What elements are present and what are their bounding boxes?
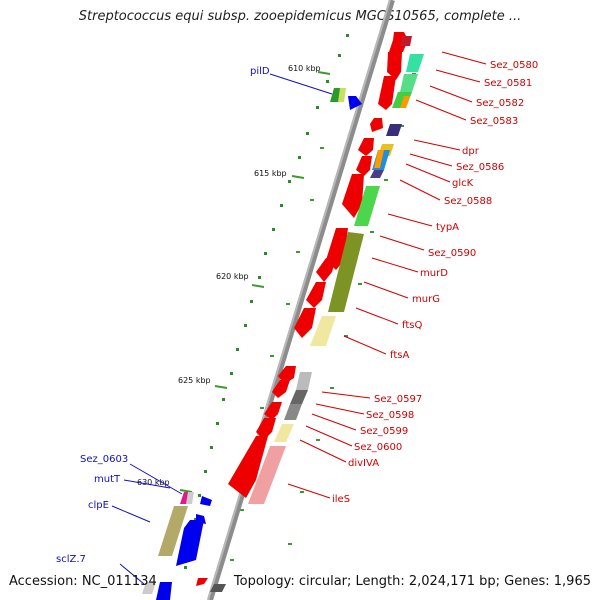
gene-label: Sez_0586 (456, 162, 504, 173)
gene-arrow (358, 138, 374, 156)
left-gene-labels: pilD Sez_0603 mutT clpE sclZ.7 (56, 66, 270, 565)
gene-arrow (378, 76, 396, 110)
accession-text: Accession: NC_011134 (9, 574, 157, 589)
gene-arrow (316, 258, 336, 282)
gene-arrow-reverse (196, 514, 206, 524)
gene-label: sclZ.7 (56, 554, 86, 565)
gene-label: Sez_0581 (484, 78, 532, 89)
forward-genes (196, 32, 408, 586)
gene-arrow (196, 578, 208, 586)
gene-label: ftsQ (402, 320, 422, 331)
summary-text: Topology: circular; Length: 2,024,171 bp… (233, 574, 591, 589)
gene-label: dpr (462, 146, 480, 157)
gene-arrow-reverse (200, 496, 212, 506)
gene-label: glcK (452, 178, 474, 189)
kbp-ticks: 610 kbp 615 kbp 620 kbp 625 kbp 630 kbp (137, 64, 331, 493)
gene-arrow (294, 308, 316, 338)
gene-label: Sez_0597 (374, 394, 422, 405)
gene-arrow-reverse (348, 96, 362, 110)
gene-arrow (370, 118, 383, 132)
kbp-label-630: 630 kbp (137, 478, 170, 487)
gene-arrow (387, 52, 402, 80)
gene-label: Sez_0583 (470, 116, 518, 127)
kbp-label-610: 610 kbp (288, 64, 321, 73)
gene-arrow (272, 380, 290, 398)
gene-label: murD (420, 268, 448, 279)
gene-arrow (342, 174, 364, 218)
gene-label: divIVA (348, 458, 379, 469)
pilD-segments (142, 88, 346, 594)
kbp-label-625: 625 kbp (178, 376, 211, 385)
gene-label: Sez_0590 (428, 248, 476, 259)
sequence-backbone (207, 0, 395, 600)
gene-arrow (278, 366, 296, 384)
gene-arrow (256, 418, 276, 440)
reverse-genes (156, 96, 362, 600)
gene-label: clpE (88, 500, 109, 511)
gene-label: ileS (332, 494, 350, 505)
map-title: Streptococcus equi subsp. zooepidemicus … (78, 9, 522, 24)
gene-arrow (356, 156, 372, 176)
gene-label: Sez_0603 (80, 454, 128, 465)
gene-label: ftsA (390, 350, 409, 361)
gene-label: pilD (250, 66, 270, 77)
gene-arrow (228, 436, 268, 498)
gene-arrow (264, 402, 282, 420)
left-label-leaders (111, 73, 333, 585)
gene-label: Sez_0599 (360, 426, 408, 437)
gene-label: Sez_0588 (444, 196, 492, 207)
right-gene-labels: Sez_0580 Sez_0581 Sez_0582 Sez_0583 dpr … (332, 60, 538, 505)
gene-label: Sez_0598 (366, 410, 414, 421)
gene-arrow (306, 282, 326, 308)
right-label-leaders (287, 51, 487, 499)
gene-arrow-reverse (156, 582, 172, 600)
gene-category-boxes (158, 36, 424, 592)
gene-label: Sez_0582 (476, 98, 524, 109)
gene-arrow-reverse (176, 520, 204, 566)
gene-label: Sez_0600 (354, 442, 402, 453)
kbp-label-615: 615 kbp (254, 169, 287, 178)
gene-label: typA (436, 222, 459, 233)
gene-label: mutT (94, 474, 121, 485)
gene-label: Sez_0580 (490, 60, 538, 71)
gene-label: murG (412, 294, 440, 305)
kbp-label-620: 620 kbp (216, 272, 249, 281)
